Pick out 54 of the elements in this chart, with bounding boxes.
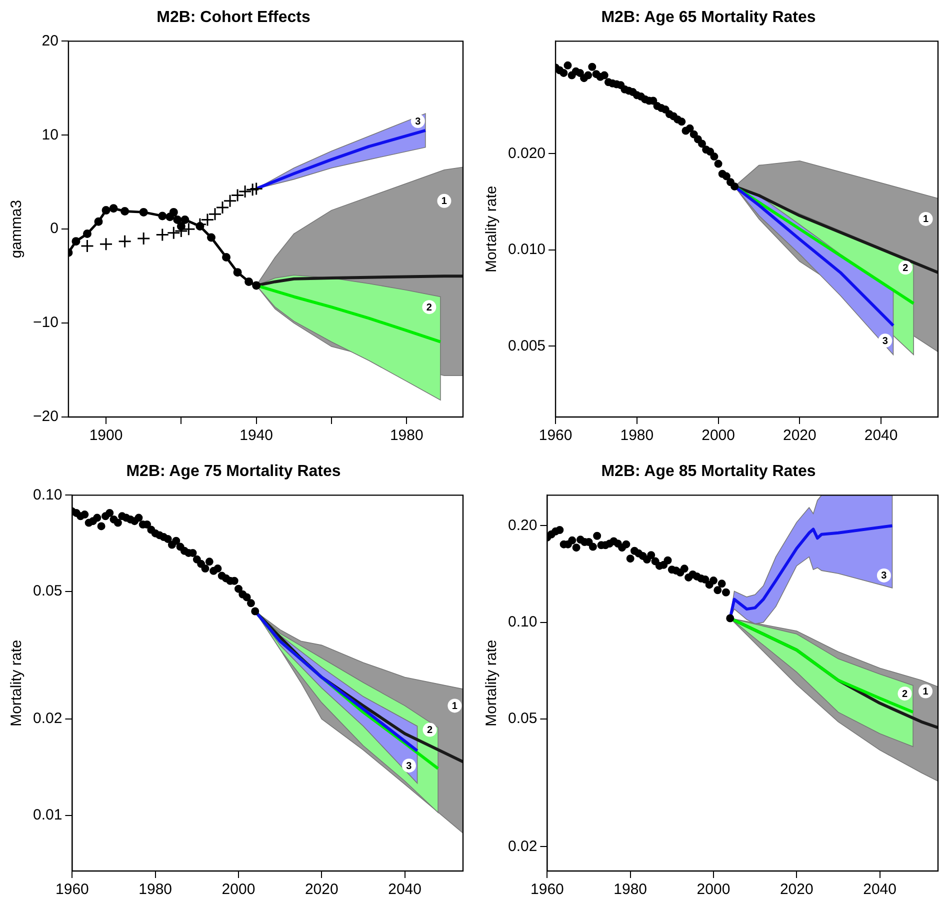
annotation: 2 xyxy=(426,725,433,736)
x-tick-label: 2020 xyxy=(304,881,338,898)
chart-title: M2B: Cohort Effects xyxy=(156,9,310,26)
annotation: 2 xyxy=(902,262,909,274)
y-tick-label: 0.10 xyxy=(508,614,538,630)
y-tick-label: 0.20 xyxy=(508,516,538,534)
annotation: 3 xyxy=(882,336,888,347)
chart-title: M2B: Age 65 Mortality Rates xyxy=(601,9,816,26)
y-tick-label: 0.10 xyxy=(32,486,62,504)
x-tick-label: 1900 xyxy=(89,427,123,444)
x-tick-label: 1960 xyxy=(56,881,89,898)
y-tick-label: 0.020 xyxy=(508,144,546,162)
annotation: 1 xyxy=(923,214,930,226)
x-tick-label: 2000 xyxy=(696,881,730,898)
x-tick-label: 1980 xyxy=(620,427,654,444)
y-tick-label: 0.02 xyxy=(508,838,538,855)
y-tick-label: 0.010 xyxy=(508,241,546,258)
annotation: 2 xyxy=(902,688,908,700)
x-tick-label: 1980 xyxy=(614,881,648,898)
y-tick-label: 0 xyxy=(50,220,58,238)
annotation: 1 xyxy=(452,700,458,712)
y-axis-title: Mortality rate xyxy=(483,186,500,272)
x-tick-label: 1940 xyxy=(240,427,274,444)
annotation: 3 xyxy=(881,570,888,582)
y-tick-label: 0.005 xyxy=(508,337,546,354)
annotation: 1 xyxy=(922,686,929,698)
annotation: 2 xyxy=(426,302,432,314)
x-tick-label: 1980 xyxy=(138,881,172,898)
x-tick-label: 2020 xyxy=(780,881,814,898)
annotation: 3 xyxy=(406,760,412,772)
y-axis-title: gamma3 xyxy=(8,200,26,258)
x-tick-label: 2040 xyxy=(388,881,422,898)
x-tick-label: 2020 xyxy=(782,427,816,444)
chart-title: M2B: Age 85 Mortality Rates xyxy=(601,463,816,480)
x-tick-label: 2040 xyxy=(864,427,898,444)
y-tick-label: 0.01 xyxy=(32,806,62,824)
y-tick-label: 10 xyxy=(42,126,58,144)
annotation: 1 xyxy=(441,196,448,208)
y-axis-title: Mortality rate xyxy=(8,640,26,726)
y-tick-label: 0.05 xyxy=(508,710,538,728)
y-tick-label: 0.02 xyxy=(32,710,62,728)
y-axis-title: Mortality rate xyxy=(483,640,500,726)
x-tick-label: 2000 xyxy=(702,427,735,444)
y-tick-label: 0.05 xyxy=(32,582,62,600)
x-tick-label: 2040 xyxy=(863,881,896,898)
annotation: 3 xyxy=(415,116,422,128)
y-tick-label: −20 xyxy=(32,408,58,426)
y-tick-label: −10 xyxy=(32,314,58,332)
x-tick-label: 1980 xyxy=(390,427,424,444)
x-tick-label: 2000 xyxy=(222,881,256,898)
y-tick-label: 20 xyxy=(42,32,58,50)
x-tick-label: 1960 xyxy=(530,881,564,898)
chart-title: M2B: Age 75 Mortality Rates xyxy=(126,463,341,480)
x-tick-label: 1960 xyxy=(538,427,572,444)
